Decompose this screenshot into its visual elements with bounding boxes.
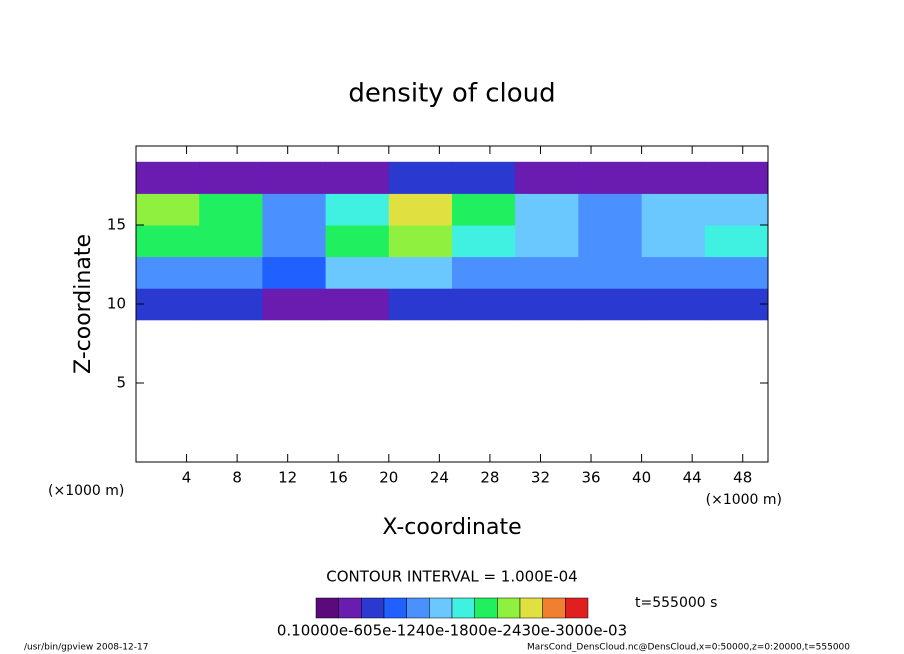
x-unit: (×1000 m)	[706, 492, 782, 508]
field-cell	[452, 193, 516, 226]
field-cell	[452, 256, 516, 289]
field-cell	[452, 161, 516, 194]
field-cell	[388, 288, 453, 321]
field-cell	[262, 225, 327, 258]
x-tick-label: 16	[329, 469, 348, 487]
x-tick-label: 12	[278, 469, 297, 487]
x-tick-label: 36	[581, 469, 600, 487]
field-cell	[136, 193, 200, 226]
field-cell	[515, 161, 579, 194]
field-cell	[262, 161, 327, 194]
chart-title: density of cloud	[348, 79, 555, 109]
x-tick-label: 40	[632, 469, 651, 487]
x-unit: (×1000 m)	[48, 483, 124, 499]
field-cell	[641, 193, 706, 226]
colorbar-swatch	[406, 597, 430, 619]
colorbar-swatch	[429, 597, 453, 619]
field-cell	[325, 225, 390, 258]
field-cell	[262, 256, 327, 289]
field-cell	[199, 161, 263, 194]
field-cell	[325, 161, 390, 194]
footer: /usr/bin/gpview 2008-12-17	[24, 643, 148, 653]
y-tick-label: 15	[107, 216, 126, 234]
field-cell	[515, 288, 579, 321]
footer: MarsCond_DensCloud.nc@DensCloud,x=0:5000…	[527, 643, 850, 653]
y-tick-label: 5	[116, 374, 126, 392]
x-tick-label: 8	[232, 469, 242, 487]
time-label: t=555000 s	[635, 595, 717, 611]
field-cell	[515, 256, 579, 289]
field-cell	[325, 193, 390, 226]
field-cell	[515, 193, 579, 226]
field-cell	[199, 288, 263, 321]
x-tick-label: 4	[182, 469, 192, 487]
field-cell	[641, 161, 706, 194]
colorbar-swatch	[474, 597, 498, 619]
colorbar-swatch	[315, 597, 339, 619]
field-cell	[199, 256, 263, 289]
field-cell	[388, 256, 453, 289]
x-tick-label: 24	[430, 469, 449, 487]
field-cell	[262, 193, 327, 226]
colorbar-swatch	[497, 597, 521, 619]
y-tick-label: 10	[107, 295, 126, 313]
field-cell	[199, 193, 263, 226]
field-cell	[388, 161, 453, 194]
field-cell	[199, 225, 263, 258]
field-cell	[704, 288, 769, 321]
field-cell	[136, 256, 200, 289]
field-cell	[641, 225, 706, 258]
field-cell	[704, 256, 769, 289]
colorbar-labels: 0.10000e-605e-1240e-1800e-2430e-3000e-03	[277, 622, 627, 640]
field-cell	[452, 225, 516, 258]
field-cell	[136, 161, 200, 194]
x-tick-label: 20	[379, 469, 398, 487]
field-cell	[704, 225, 769, 258]
colorbar-swatch	[565, 597, 589, 619]
field-cell	[325, 256, 390, 289]
field-cell	[641, 256, 706, 289]
field-cell	[704, 161, 769, 194]
field-cell	[515, 225, 579, 258]
x-axis-label: X-coordinate	[382, 515, 521, 540]
field-cell	[262, 288, 327, 321]
x-tick-label: 32	[531, 469, 550, 487]
contour-interval: CONTOUR INTERVAL = 1.000E-04	[326, 568, 577, 586]
colorbar-swatch	[542, 597, 566, 619]
field-cell	[578, 225, 643, 258]
field-cell	[578, 288, 643, 321]
colorbar-swatch	[383, 597, 407, 619]
colorbar-swatch	[451, 597, 475, 619]
x-tick-label: 44	[683, 469, 702, 487]
colorbar-swatch	[519, 597, 543, 619]
field-cell	[136, 288, 200, 321]
field-cell	[452, 288, 516, 321]
field-cell	[578, 161, 643, 194]
field-cell	[388, 225, 453, 258]
field-cell	[578, 256, 643, 289]
x-tick-label: 28	[480, 469, 499, 487]
colorbar-swatch	[338, 597, 362, 619]
field-cell	[388, 193, 453, 226]
field-cell	[641, 288, 706, 321]
field-cell	[578, 193, 643, 226]
colorbar-swatch	[361, 597, 385, 619]
field-cell	[136, 225, 200, 258]
field-cell	[704, 193, 769, 226]
y-axis-label: Z-coordinate	[71, 234, 96, 374]
x-tick-label: 48	[733, 469, 752, 487]
field-cell	[325, 288, 390, 321]
